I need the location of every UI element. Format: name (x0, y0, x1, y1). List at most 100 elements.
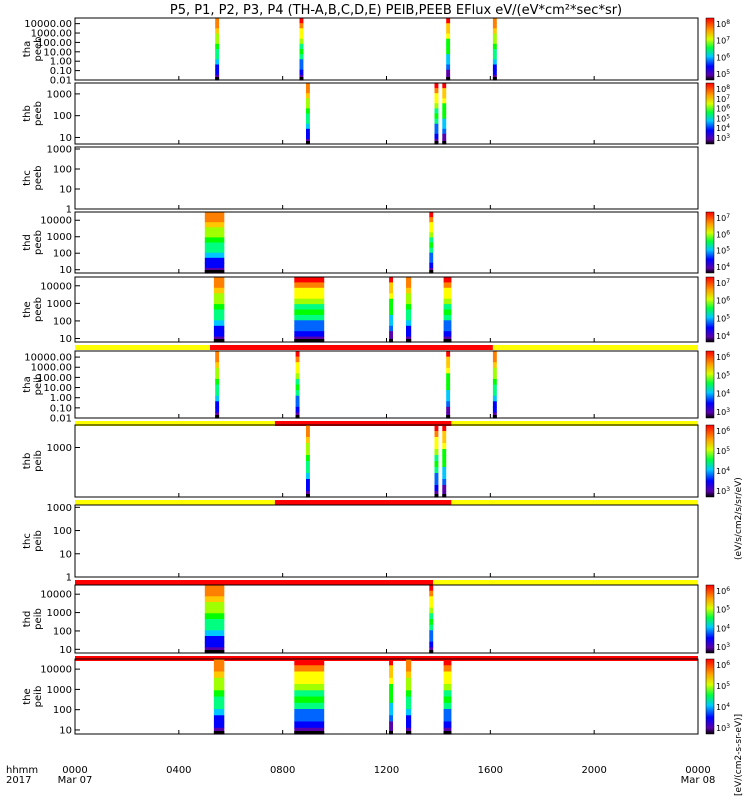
y-tick-label: 1000 (47, 89, 72, 100)
panel-product-label: peeb (33, 101, 44, 126)
spectrogram-burst (429, 585, 434, 654)
x-tick-label: 0800 (270, 765, 295, 776)
y-tick-label: 1 (66, 205, 72, 216)
y-tick-label: 1000 (47, 232, 72, 243)
colorbar-tick-label: 107 (716, 213, 730, 223)
spectrogram-burst (306, 83, 310, 145)
panel-probe-label: thb (22, 105, 33, 122)
colorbar-tick-label: 104 (716, 389, 730, 399)
colorbar-tick-label: 105 (716, 313, 730, 323)
spectrogram-panel: 10000 1000 100 10 thd peib 106 105 104 103 (22, 584, 730, 661)
colorbar (705, 350, 715, 419)
colorbar-units-label: [eV/(cm2-s-sr-eV)] (734, 714, 744, 796)
spectrogram-burst (204, 585, 225, 654)
y-tick-label: 100 (53, 626, 72, 637)
y-tick-label: 10000.00 (24, 19, 72, 30)
panel-probe-label: tha (22, 376, 33, 392)
x-axis: hhmm 2017 0000 0400 0800 1200 1600 2000 0000Ma… (6, 765, 715, 786)
colorbar-tick-label: 106 (716, 586, 730, 596)
colorbar-tick-label: 106 (716, 229, 730, 239)
panel-frame (74, 276, 699, 343)
y-tick-label: 1000.00 (31, 29, 72, 40)
spectrogram-burst (446, 351, 451, 419)
panel-frame (74, 211, 699, 274)
y-tick-label: 100 (53, 526, 72, 537)
spectrogram-panel: 1000 100 10 1 thc peib (22, 503, 699, 585)
y-tick-label: 1000 (47, 443, 72, 454)
mode-indicator-bar (75, 345, 698, 350)
y-tick-label: 10 (59, 549, 72, 560)
colorbar (705, 211, 715, 274)
spectrogram-burst (434, 83, 439, 145)
mode-segment (433, 580, 698, 585)
mode-segment (210, 345, 493, 350)
y-tick-label: 10 (59, 725, 72, 736)
x-row-label-hhmm: hhmm (6, 765, 38, 776)
y-tick-label: 10.00 (43, 383, 72, 394)
y-tick-label: 0.01 (50, 76, 72, 87)
colorbar (705, 82, 715, 145)
panel-product-label: peib (33, 450, 44, 472)
spectrogram-burst (443, 277, 452, 343)
spectrogram-burst (294, 277, 325, 343)
y-tick-label: 10000 (40, 665, 72, 676)
colorbar-tick-label: 106 (716, 660, 730, 670)
spectrogram-burst (389, 659, 393, 735)
mode-indicator-bar (75, 500, 698, 505)
spectrogram-burst (295, 351, 300, 419)
y-tick-label: 100 (53, 249, 72, 260)
mode-segment (75, 580, 434, 585)
colorbar-vertical-label: (eV/s/cm2/s/sr/eV) (734, 477, 744, 560)
x-row-label-year: 2017 (6, 775, 31, 786)
spectrogram-panel: 1000 100 10 1 thc peeb (22, 145, 699, 216)
y-tick-label: 1000 (47, 145, 72, 156)
mode-segment (75, 500, 275, 505)
y-tick-label: 1.00 (50, 57, 72, 68)
colorbar-tick-label: 103 (716, 723, 730, 733)
panel-frame (74, 17, 699, 81)
colorbar-tick-label: 106 (716, 352, 730, 362)
panel-probe-label: tha (22, 41, 33, 57)
colorbar-tick-label: 106 (716, 104, 730, 114)
y-tick-label: 10 (59, 185, 72, 196)
panel-product-label: peib (33, 530, 44, 552)
spectrogram-burst (442, 83, 447, 145)
y-tick-label: 10 (59, 334, 72, 345)
mode-segment (451, 421, 698, 426)
panel-probe-label: thd (22, 234, 33, 251)
colorbar (705, 584, 715, 654)
spectrogram-burst (389, 277, 393, 343)
y-tick-label: 1 (66, 573, 72, 584)
spectrogram-burst (429, 212, 434, 274)
spectrogram-burst (434, 425, 439, 498)
y-tick-label: 10 (59, 133, 72, 144)
y-tick-label: 10 (59, 265, 72, 276)
panel-product-label: peib (33, 686, 44, 708)
spectrogram-burst (443, 659, 452, 735)
y-tick-label: 10000 (40, 281, 72, 292)
spectrogram-panel: 10000 1000 100 10 thd peeb 107 106 105 104 (22, 211, 730, 276)
panel-probe-label: the (22, 688, 33, 704)
y-tick-label: 10 (59, 645, 72, 656)
y-tick-label: 10000.00 (24, 353, 72, 364)
spectrogram-burst (406, 659, 412, 735)
mode-indicator-bar (75, 580, 698, 585)
panel-frame (74, 146, 699, 210)
colorbar-tick-label: 108 (716, 19, 730, 29)
colorbar-tick-label: 103 (716, 133, 730, 143)
y-tick-label: 0.01 (50, 414, 72, 425)
panel-frame (74, 584, 699, 654)
mode-segment (75, 345, 210, 350)
panel-product-label: peeb (33, 230, 44, 255)
colorbar-tick-label: 107 (716, 278, 730, 288)
panel-probe-label: thc (22, 170, 33, 186)
spectrogram-burst (492, 18, 497, 81)
panel-frame (74, 350, 699, 419)
mode-segment (492, 345, 698, 350)
y-tick-label: 0.10 (50, 403, 72, 414)
y-tick-label: 100 (53, 316, 72, 327)
colorbar-tick-label: 106 (716, 426, 730, 436)
